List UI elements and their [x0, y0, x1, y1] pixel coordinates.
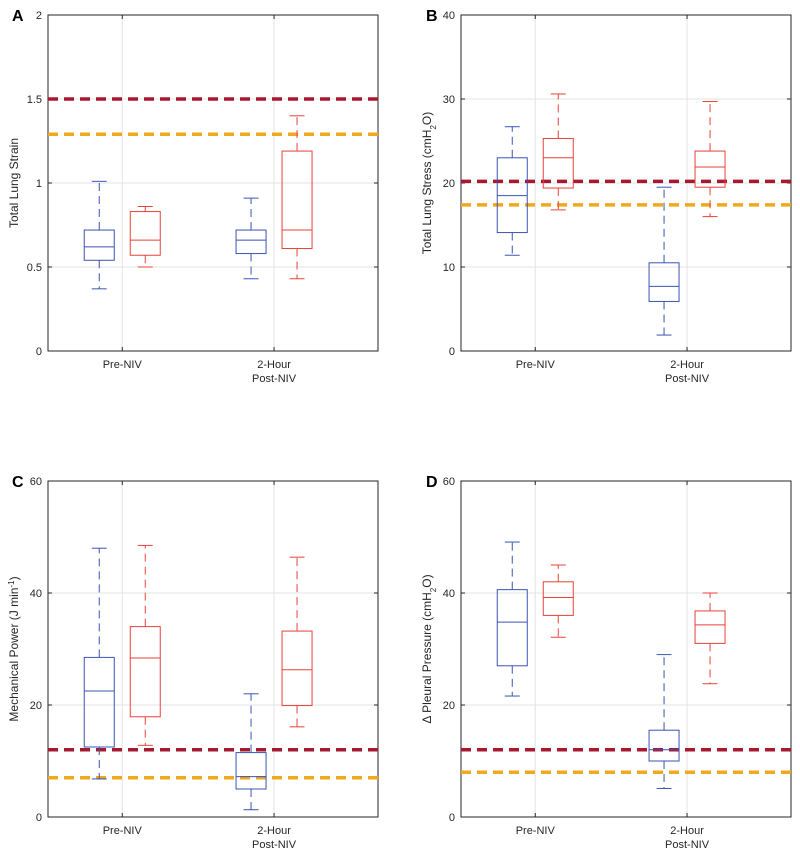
- x-tick-label: 2-Hour: [257, 825, 291, 837]
- iqr-box: [83, 229, 115, 261]
- y-tick-label: 0.5: [27, 262, 42, 274]
- y-axis-label: Δ Pleural Pressure (cmH2O): [420, 574, 438, 723]
- y-axis-label: Total Lung Stress (cmH2O): [420, 112, 438, 255]
- box-series2: [694, 101, 726, 218]
- x-tick-label: 2-Hour: [257, 359, 291, 371]
- x-tick-label: 2-Hour: [670, 825, 704, 837]
- y-tick-label: 40: [30, 588, 42, 600]
- plot-area: [461, 481, 791, 817]
- y-tick-label: 20: [443, 178, 455, 190]
- box-series1: [648, 186, 680, 336]
- iqr-box: [83, 656, 115, 748]
- panel-a: 0 0.5 1 1.5 2 Pre-NIV 2-Hour Post-NIV Total Lung…: [7, 8, 379, 385]
- panel-b: 0 10 20 30 40 Pre-NIV 2-Hour Post-NIV Total Lung…: [420, 8, 792, 385]
- x-tick-label: Pre-NIV: [103, 825, 143, 837]
- box-series1: [235, 197, 267, 280]
- axes-frame: [460, 480, 792, 818]
- y-tick-label: 1: [36, 178, 42, 190]
- iqr-box: [129, 211, 161, 256]
- iqr-box: [694, 150, 726, 188]
- box-series2: [129, 206, 161, 268]
- panel-c: 0 20 40 60 Pre-NIV 2-Hour Post-NIV Mechanical P…: [7, 474, 379, 849]
- iqr-box: [542, 581, 574, 616]
- iqr-box: [281, 630, 313, 707]
- box-series1: [496, 126, 528, 256]
- box-series1: [83, 547, 115, 780]
- box-series1: [83, 180, 115, 290]
- y-tick-label: 2: [36, 10, 42, 22]
- y-tick-label: 0: [36, 812, 42, 824]
- box-series2: [129, 544, 161, 746]
- iqr-box: [281, 150, 313, 250]
- box-series2: [542, 564, 574, 638]
- panel-label: D: [426, 474, 438, 491]
- box-series1: [648, 654, 680, 789]
- y-tick-label: 1.5: [27, 94, 42, 106]
- y-tick-label: 30: [443, 94, 455, 106]
- axes-frame: [47, 480, 379, 818]
- plot-area: [48, 481, 378, 817]
- x-tick-label: 2-Hour: [670, 359, 704, 371]
- iqr-box: [496, 589, 528, 667]
- panel-label: B: [426, 8, 438, 25]
- iqr-box: [235, 752, 267, 790]
- y-tick-label: 40: [443, 10, 455, 22]
- box-series2: [281, 556, 313, 728]
- y-tick-label: 40: [443, 588, 455, 600]
- panel-d: 0 20 40 60 Pre-NIV 2-Hour Post-NIV Δ Pleural Pr…: [420, 474, 792, 849]
- x-tick-label: Pre-NIV: [103, 359, 143, 371]
- axes-frame: [47, 14, 379, 352]
- iqr-box: [542, 137, 574, 189]
- x-tick-label: Post-NIV: [665, 839, 710, 849]
- y-tick-label: 20: [30, 700, 42, 712]
- iqr-box: [694, 610, 726, 644]
- y-axis-label: Mechanical Power (J min-1): [7, 576, 22, 721]
- iqr-box: [235, 229, 267, 255]
- x-tick-label: Post-NIV: [252, 373, 297, 385]
- box-series1: [235, 693, 267, 811]
- box-series2: [694, 592, 726, 685]
- y-axis-label: Total Lung Strain: [7, 138, 21, 228]
- y-tick-label: 0: [449, 812, 455, 824]
- y-tick-label: 10: [443, 262, 455, 274]
- box-series1: [496, 541, 528, 697]
- y-tick-label: 60: [30, 476, 42, 488]
- y-tick-label: 0: [449, 346, 455, 358]
- x-tick-label: Post-NIV: [252, 839, 297, 849]
- y-tick-label: 60: [443, 476, 455, 488]
- y-tick-label: 0: [36, 346, 42, 358]
- iqr-box: [648, 262, 680, 302]
- x-tick-label: Pre-NIV: [516, 359, 556, 371]
- box-series2: [542, 93, 574, 211]
- panel-label: C: [12, 474, 24, 491]
- x-tick-label: Post-NIV: [665, 373, 710, 385]
- iqr-box: [129, 626, 161, 718]
- panel-label: A: [12, 8, 24, 25]
- iqr-box: [648, 729, 680, 762]
- y-tick-label: 20: [443, 700, 455, 712]
- box-series2: [281, 115, 313, 280]
- x-tick-label: Pre-NIV: [516, 825, 556, 837]
